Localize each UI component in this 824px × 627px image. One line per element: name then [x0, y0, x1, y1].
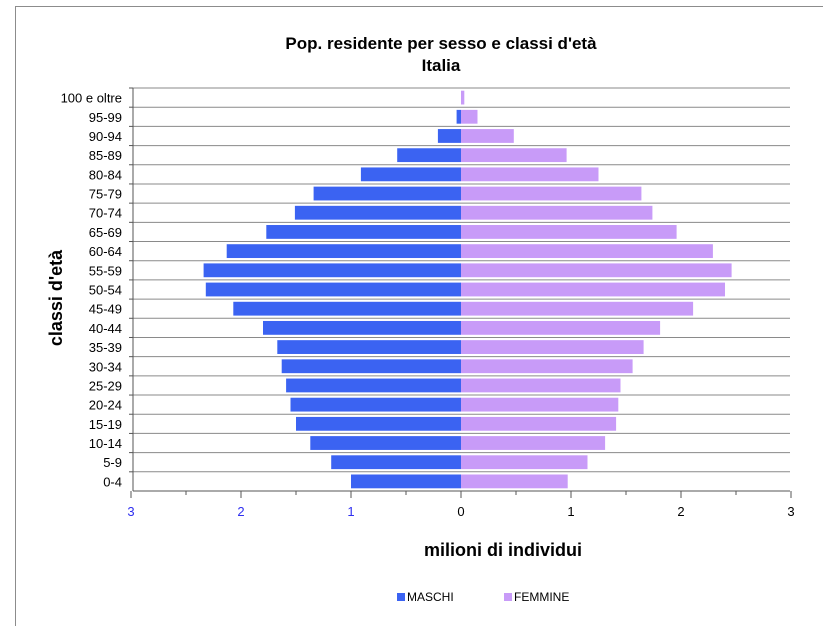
bar-maschi-15-19: [296, 416, 461, 431]
bar-femmine-70-74: [461, 205, 653, 220]
bar-femmine-50-54: [461, 282, 725, 297]
y-tick-label: 75-79: [89, 187, 122, 202]
bar-femmine-5-9: [461, 455, 588, 470]
bars: [203, 90, 732, 489]
bar-femmine-75-79: [461, 186, 642, 201]
y-tick-label: 45-49: [89, 302, 122, 317]
bar-maschi-40-44: [263, 320, 461, 335]
y-tick-label: 50-54: [89, 283, 122, 298]
bar-maschi-85-89: [397, 148, 461, 163]
x-tick-label: 3: [787, 504, 794, 519]
x-tick-label: 1: [347, 504, 354, 519]
bar-maschi-45-49: [233, 301, 461, 316]
y-tick-label: 60-64: [89, 244, 122, 259]
y-tick-label: 100 e oltre: [61, 91, 122, 106]
x-tick-label: 3: [127, 504, 134, 519]
bar-femmine-90-94: [461, 129, 514, 143]
y-tick-label: 30-34: [89, 359, 122, 374]
y-tick-label: 10-14: [89, 436, 122, 451]
y-tick-label: 35-39: [89, 340, 122, 355]
y-tick-label: 80-84: [89, 167, 122, 182]
x-axis-title: milioni di individui: [424, 540, 582, 560]
y-tick-label: 55-59: [89, 263, 122, 278]
bar-femmine-55-59: [461, 263, 732, 278]
legend: MASCHI FEMMINE: [397, 590, 569, 604]
legend-swatch-femmine: [504, 593, 512, 601]
y-tick-labels: 0-4 5-9 10-14 15-19 20-24 25-29 30-34 35-39 40-4…: [61, 91, 122, 490]
bar-maschi-30-34: [281, 359, 461, 374]
axes: [129, 87, 792, 498]
bar-femmine-10-14: [461, 436, 606, 450]
bar-maschi-75-79: [313, 186, 461, 201]
bar-maschi-20-24: [290, 397, 461, 412]
bar-maschi-10-14: [310, 436, 461, 450]
bar-maschi-55-59: [203, 263, 461, 278]
bar-maschi-5-9: [331, 455, 461, 470]
x-tick-label: 2: [677, 504, 684, 519]
bar-femmine-40-44: [461, 320, 661, 335]
y-tick-label: 15-19: [89, 417, 122, 432]
bar-femmine-20-24: [461, 397, 619, 412]
y-tick-label: 20-24: [89, 398, 122, 413]
bar-maschi-65-69: [266, 225, 461, 239]
chart-title: Pop. residente per sesso e classi d'età: [285, 34, 597, 53]
y-tick-label: 65-69: [89, 225, 122, 240]
y-tick-label: 5-9: [103, 455, 122, 470]
bar-femmine-45-49: [461, 301, 694, 316]
y-axis-title: classi d'età: [46, 249, 66, 346]
bar-femmine-60-64: [461, 244, 713, 259]
bar-femmine-30-34: [461, 359, 633, 374]
bar-femmine-80-84: [461, 167, 599, 182]
x-tick-label: 0: [457, 504, 464, 519]
y-tick-label: 25-29: [89, 378, 122, 393]
bar-maschi-60-64: [226, 244, 461, 259]
x-tick-labels: 3 2 1 0 1 2 3: [127, 504, 794, 519]
y-tick-label: 40-44: [89, 321, 122, 336]
bar-femmine-35-39: [461, 340, 644, 354]
legend-label-femmine: FEMMINE: [514, 590, 569, 604]
legend-swatch-maschi: [397, 593, 405, 601]
y-tick-label: 70-74: [89, 206, 122, 221]
bar-maschi-90-94: [437, 129, 461, 143]
bar-femmine-95-99: [461, 109, 478, 124]
chart-subtitle: Italia: [422, 56, 461, 75]
bar-femmine-100-e-oltre: [461, 90, 465, 105]
bar-femmine-85-89: [461, 148, 567, 163]
chart-frame: [15, 6, 823, 626]
bar-femmine-65-69: [461, 225, 677, 239]
y-tick-label: 0-4: [103, 474, 122, 489]
bar-maschi-95-99: [456, 109, 461, 124]
y-tick-label: 85-89: [89, 148, 122, 163]
y-tick-label: 95-99: [89, 110, 122, 125]
x-tick-label: 2: [237, 504, 244, 519]
bar-femmine-15-19: [461, 416, 617, 431]
bar-femmine-25-29: [461, 378, 621, 393]
bar-maschi-70-74: [294, 205, 461, 220]
x-tick-label: 1: [567, 504, 574, 519]
bar-maschi-80-84: [360, 167, 461, 182]
bar-femmine-0-4: [461, 474, 568, 489]
bar-maschi-35-39: [277, 340, 461, 354]
y-tick-label: 90-94: [89, 129, 122, 144]
bar-maschi-50-54: [205, 282, 461, 297]
bar-maschi-0-4: [351, 474, 461, 489]
legend-label-maschi: MASCHI: [407, 590, 454, 604]
bar-maschi-25-29: [286, 378, 461, 393]
